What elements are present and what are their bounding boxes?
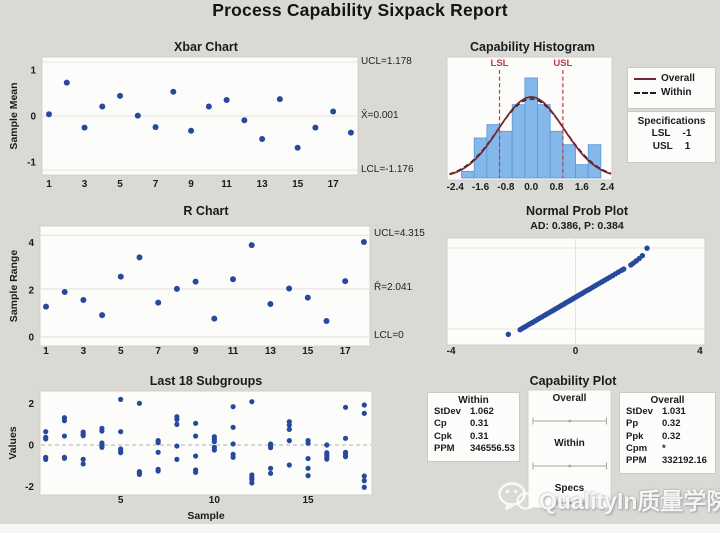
svg-text:5: 5 — [118, 346, 124, 357]
svg-text:1: 1 — [46, 179, 52, 190]
r-chart-title: R Chart — [183, 204, 229, 218]
interval-label-within: Within — [554, 438, 585, 449]
svg-text:4: 4 — [28, 238, 34, 249]
stat-row: PPM 332192.16 — [626, 455, 707, 467]
svg-text:0: 0 — [30, 112, 36, 123]
legend-overall-row: Overall — [634, 73, 709, 84]
svg-text:3: 3 — [82, 179, 88, 190]
within-stats-rows: StDev 1.062 Cp 0.31 Cpk 0.31 PPM 346556.53 — [428, 406, 519, 455]
svg-text:5: 5 — [118, 495, 124, 506]
svg-text:13: 13 — [257, 179, 269, 190]
usl-value: 1 — [684, 141, 691, 152]
svg-text:15: 15 — [302, 346, 314, 357]
rchart-center-label: R̄=2.041 — [374, 282, 413, 293]
interval-label-specs: Specs — [554, 483, 585, 494]
stat-row: PPM 346556.53 — [434, 442, 515, 454]
subgroups-x-axis-label: Sample — [187, 510, 225, 522]
interval-label-overall: Overall — [552, 393, 587, 404]
xbar-y-axis-label: Sample Mean — [8, 82, 20, 150]
stat-row: Cpm * — [626, 442, 666, 454]
svg-text:4: 4 — [697, 346, 703, 357]
stat-row: Cpk 0.31 — [434, 430, 489, 442]
normal-prob-plot-subtitle: AD: 0.386, P: 0.384 — [530, 220, 624, 232]
svg-text:LSL: LSL — [491, 58, 509, 69]
wechat-icon — [498, 482, 536, 511]
overall-stats-rows: StDev 1.031 Pp 0.32 Ppk 0.32 Cpm * PPM 332192.16 — [620, 406, 715, 467]
within-stats-box: Within StDev 1.062 Cp 0.31 Cpk 0.31 PPM 346556.… — [427, 392, 520, 462]
normal-prob-plot-title: Normal Prob Plot — [525, 204, 629, 218]
rchart-y-axis-label: Sample Range — [8, 249, 20, 323]
within-stats-header: Within — [458, 395, 489, 406]
lsl-name: LSL — [651, 128, 671, 139]
xbar-lcl-label: LCL=-1.176 — [361, 164, 414, 175]
stat-row: Cp 0.31 — [434, 418, 489, 430]
svg-text:13: 13 — [265, 346, 277, 357]
svg-text:15: 15 — [292, 179, 304, 190]
xbar-chart-title: Xbar Chart — [174, 40, 238, 54]
histogram-legend: Overall Within — [627, 67, 716, 109]
legend-within-row: Within — [634, 87, 709, 98]
svg-text:7: 7 — [153, 179, 159, 190]
svg-text:-1.6: -1.6 — [472, 182, 490, 193]
svg-text:USL: USL — [553, 58, 572, 69]
legend-within-label: Within — [661, 87, 692, 98]
svg-text:-2.4: -2.4 — [447, 182, 465, 193]
xbar-center-label: X̄=0.001 — [361, 110, 399, 121]
svg-text:3: 3 — [81, 346, 87, 357]
rchart-lcl-label: LCL=0 — [374, 330, 404, 341]
overall-stats-box: Overall StDev 1.031 Pp 0.32 Ppk 0.32 Cpm * PPM 33… — [619, 392, 716, 474]
svg-text:9: 9 — [193, 346, 199, 357]
svg-text:2: 2 — [28, 399, 34, 410]
svg-text:2: 2 — [28, 285, 34, 296]
svg-text:1: 1 — [43, 346, 49, 357]
bottom-strip — [0, 524, 720, 533]
report-title: Process Capability Sixpack Report — [212, 0, 508, 20]
overall-stats-header: Overall — [650, 395, 685, 406]
svg-text:0: 0 — [28, 333, 34, 344]
within-line-swatch — [634, 91, 656, 94]
svg-text:0.8: 0.8 — [550, 182, 564, 193]
svg-text:7: 7 — [155, 346, 161, 357]
stat-row: StDev 1.031 — [626, 406, 686, 417]
capability-plot-title: Capability Plot — [529, 374, 617, 388]
lsl-spec-row: LSL -1 — [628, 127, 715, 140]
usl-name: USL — [652, 141, 673, 152]
svg-text:-1: -1 — [27, 157, 36, 168]
svg-text:-2: -2 — [25, 482, 34, 493]
svg-text:1: 1 — [30, 66, 36, 77]
legend-overall-label: Overall — [661, 73, 695, 84]
watermark: QualityIn质量学院 — [497, 474, 720, 524]
capability-histogram-title: Capability Histogram — [469, 40, 596, 54]
svg-text:0: 0 — [28, 441, 34, 452]
overall-line-swatch — [634, 77, 656, 80]
svg-text:9: 9 — [188, 179, 194, 190]
svg-text:11: 11 — [221, 179, 232, 190]
watermark-text: QualityIn质量学院 — [539, 488, 720, 514]
lsl-value: -1 — [682, 128, 692, 139]
svg-text:5: 5 — [117, 179, 123, 190]
stat-row: StDev 1.062 — [434, 406, 494, 417]
svg-text:2.4: 2.4 — [600, 182, 614, 193]
svg-text:-4: -4 — [447, 346, 456, 357]
svg-text:10: 10 — [209, 495, 221, 506]
xbar-ucl-label: UCL=1.178 — [361, 56, 412, 67]
usl-spec-row: USL 1 — [628, 140, 715, 153]
svg-text:0.0: 0.0 — [524, 182, 538, 193]
specifications-box: Specifications LSL -1 USL 1 — [627, 111, 716, 163]
svg-text:15: 15 — [302, 495, 314, 506]
subgroups-y-axis-label: Values — [7, 426, 19, 460]
svg-text:17: 17 — [328, 179, 340, 190]
svg-text:-0.8: -0.8 — [497, 182, 515, 193]
svg-text:1.6: 1.6 — [575, 182, 589, 193]
rchart-ucl-label: UCL=4.315 — [374, 228, 425, 239]
specifications-header: Specifications — [637, 116, 706, 127]
svg-text:11: 11 — [228, 346, 239, 357]
svg-text:0: 0 — [573, 346, 579, 357]
stat-row: Ppk 0.32 — [626, 430, 681, 442]
last-subgroups-title: Last 18 Subgroups — [149, 374, 263, 388]
svg-text:17: 17 — [340, 346, 352, 357]
stat-row: Pp 0.32 — [626, 418, 681, 430]
